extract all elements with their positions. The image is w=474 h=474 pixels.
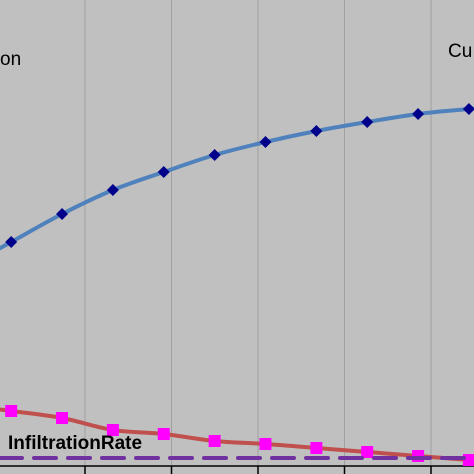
series-1-point-9 [462, 454, 474, 466]
series-group [0, 103, 474, 466]
series-0-point-5 [259, 136, 272, 148]
series-1-point-4 [208, 435, 221, 447]
series-0-point-4 [208, 149, 221, 161]
series-0-point-9 [462, 103, 474, 115]
series-1-point-2 [106, 424, 119, 436]
bottom-annotation: InfiltrationRate [8, 433, 142, 454]
series-1-point-3 [157, 428, 170, 440]
series-0-point-6 [310, 125, 323, 137]
series-0-point-1 [56, 208, 69, 220]
right-annotation: Cu [448, 41, 472, 62]
left-annotation: on [0, 49, 21, 70]
series-1-point-6 [310, 442, 323, 454]
series-0-point-7 [361, 116, 374, 128]
series-1-point-7 [361, 446, 374, 458]
series-1-point-5 [259, 438, 272, 450]
series-1-point-1 [56, 412, 69, 424]
series-0-point-0 [5, 236, 18, 248]
series-0-point-8 [412, 108, 425, 120]
series-0-point-2 [106, 184, 119, 196]
series-1-point-0 [5, 405, 18, 417]
series-0-point-3 [157, 166, 170, 178]
